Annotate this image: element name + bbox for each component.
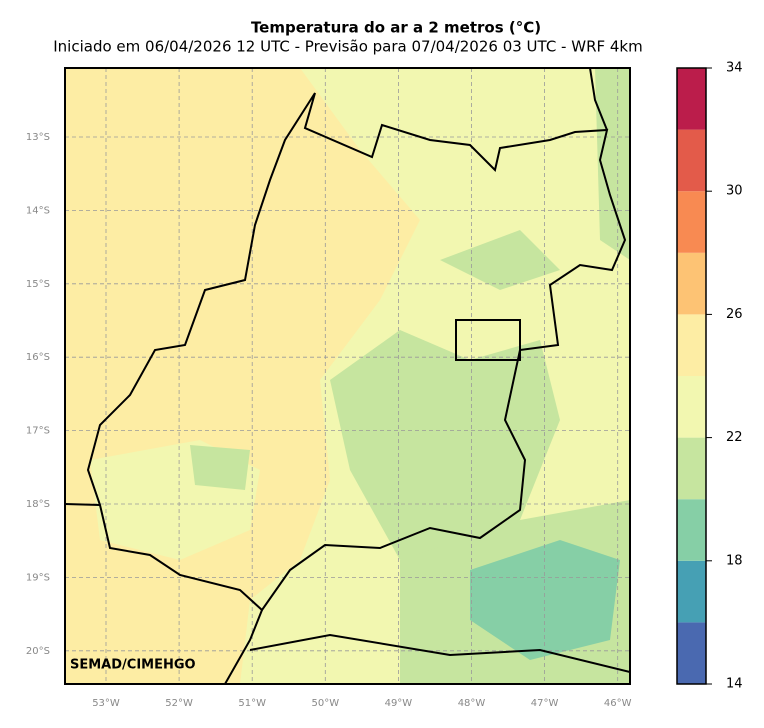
title: Temperatura do ar a 2 metros (°C) <box>251 19 541 37</box>
state-border <box>249 633 630 673</box>
colorbar-tick-label: 18 <box>726 553 743 568</box>
map-frame <box>64 67 631 685</box>
lon-label: 50°W <box>311 698 339 709</box>
lon-label: 46°W <box>604 698 632 709</box>
lon-label: 47°W <box>531 698 559 709</box>
lat-label: 13°S <box>26 132 50 143</box>
lat-label: 18°S <box>26 499 50 510</box>
field-cool <box>440 230 560 290</box>
colorbar-tick-label: 34 <box>726 61 743 76</box>
graticule <box>65 68 630 684</box>
state-border <box>65 503 101 506</box>
temperature-field <box>65 68 630 684</box>
colorbar-segment <box>677 376 706 438</box>
subtitle: Iniciado em 06/04/2026 12 UTC - Previsão… <box>53 38 642 56</box>
colorbar-segment <box>677 437 706 500</box>
lat-label: 15°S <box>26 279 50 290</box>
colorbar-segment <box>677 622 706 684</box>
lat-label: 19°S <box>26 572 50 583</box>
colorbar-segment <box>677 252 706 315</box>
credit: SEMAD/CIMEHGO <box>70 658 196 673</box>
field-cool <box>595 68 630 260</box>
colorbar-segment <box>677 129 706 192</box>
colorbar-tick-label: 30 <box>726 184 743 199</box>
lat-label: 17°S <box>26 426 50 437</box>
state-border <box>86 92 627 612</box>
colorbar-segment <box>677 314 706 376</box>
state-border <box>224 609 263 684</box>
colorbar: 14 18 22 26 30 34 <box>676 61 743 692</box>
colorbar-segment <box>677 499 706 561</box>
df-border <box>455 319 521 361</box>
state-border <box>589 68 608 131</box>
field-cooler <box>470 540 620 660</box>
colorbar-segment <box>677 191 706 253</box>
lat-label: 20°S <box>26 646 50 657</box>
lon-label: 53°W <box>92 698 120 709</box>
colorbar-tick-label: 14 <box>726 677 743 692</box>
lat-label: 14°S <box>26 205 50 216</box>
colorbar-tick-label: 26 <box>726 307 743 322</box>
lon-label: 49°W <box>385 698 413 709</box>
field-cool <box>190 445 250 490</box>
colorbar-frame <box>676 67 707 685</box>
lon-label: 51°W <box>238 698 266 709</box>
lon-label: 52°W <box>165 698 193 709</box>
lat-label: 16°S <box>26 352 50 363</box>
field-cool <box>330 330 560 560</box>
lon-label: 48°W <box>458 698 486 709</box>
colorbar-segment <box>677 560 706 623</box>
colorbar-segment <box>677 68 706 130</box>
colorbar-tick-label: 22 <box>726 430 743 445</box>
borders <box>65 68 630 684</box>
